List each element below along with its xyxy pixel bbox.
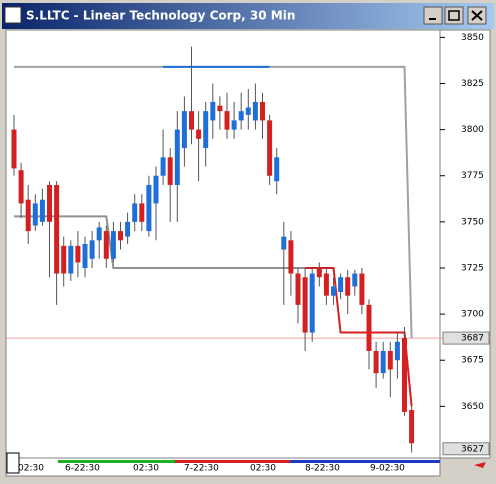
candle-body — [252, 101, 258, 121]
maximize-icon — [448, 10, 460, 21]
price-label-box — [442, 442, 490, 456]
session-bar — [58, 460, 175, 463]
candle-body — [366, 304, 372, 351]
candle-body — [224, 111, 230, 130]
candle-body — [153, 175, 159, 204]
candle-body — [118, 231, 123, 241]
minimize-button[interactable] — [423, 6, 443, 25]
candle-body — [11, 129, 17, 169]
candle-body — [96, 227, 102, 241]
x-tick-label: 9-02:30 — [370, 464, 405, 474]
candle-body — [210, 101, 216, 121]
x-tick-label: 6-22:30 — [65, 464, 100, 474]
candle-body — [68, 245, 74, 274]
candle-body — [316, 267, 322, 278]
x-tick-label: 02:30 — [250, 464, 276, 474]
candle-body — [331, 286, 336, 296]
close-icon — [471, 10, 483, 21]
candle-body — [373, 351, 379, 374]
candle-body — [61, 245, 67, 274]
y-tick-label: 3775 — [461, 171, 484, 181]
candle-body — [309, 273, 315, 333]
price-label: 3687 — [461, 334, 484, 344]
candle-body — [110, 231, 116, 259]
candle-body — [281, 236, 287, 250]
indicator-line — [14, 215, 306, 269]
candle-body — [231, 120, 237, 130]
candle-body — [203, 111, 209, 149]
app-icon — [4, 6, 22, 24]
candle-body — [82, 244, 88, 268]
candle-body — [338, 277, 344, 292]
candle-body — [274, 157, 280, 182]
scroll-box[interactable] — [6, 452, 20, 474]
candle-body — [181, 111, 187, 149]
candle-body — [387, 351, 393, 370]
candle-body — [32, 203, 38, 226]
session-bar — [175, 460, 290, 463]
maximize-button[interactable] — [444, 6, 464, 25]
y-tick-label: 3700 — [461, 310, 484, 320]
candle-body — [288, 240, 294, 274]
candle-body — [25, 199, 31, 232]
candle-body — [238, 111, 244, 121]
candle-body — [409, 410, 415, 444]
price-axis — [439, 29, 491, 459]
candle-body — [167, 157, 173, 185]
y-tick-label: 3850 — [461, 33, 484, 43]
price-label-box — [442, 331, 490, 345]
scroll-arrow[interactable] — [474, 462, 486, 468]
y-tick-label: 3750 — [461, 217, 484, 227]
candle-body — [89, 240, 95, 259]
candle-body — [160, 157, 166, 176]
candle-body — [380, 351, 386, 374]
candle-body — [146, 184, 152, 232]
candle-body — [359, 273, 365, 305]
indicator-line — [14, 65, 413, 339]
candle-body — [75, 245, 81, 263]
candle-body — [139, 203, 145, 222]
candle-body — [260, 101, 265, 121]
candle-body — [103, 231, 109, 259]
candle-body — [132, 203, 138, 222]
y-tick-label: 3800 — [461, 125, 484, 135]
candle-body — [245, 107, 251, 115]
candle-body — [217, 105, 223, 112]
candle-body — [402, 338, 407, 412]
candle-body — [196, 129, 202, 139]
candle-body — [39, 199, 45, 222]
candle-body — [394, 341, 400, 361]
candle-body — [267, 120, 273, 176]
candle-body — [125, 221, 131, 237]
candle-body — [323, 273, 329, 296]
x-tick-label: 7-22:30 — [184, 464, 219, 474]
price-label: 3627 — [461, 444, 484, 454]
y-tick-label: 3650 — [461, 402, 484, 412]
x-tick-label: 02:30 — [18, 464, 44, 474]
candle-body — [174, 129, 180, 185]
candle-body — [18, 170, 24, 204]
candle-body — [352, 273, 358, 287]
candle-body — [189, 111, 194, 130]
candle-body — [295, 273, 301, 305]
x-tick-label: 02:30 — [133, 464, 159, 474]
title-bar — [2, 3, 494, 29]
y-tick-label: 3675 — [461, 356, 484, 366]
candle-body — [47, 184, 52, 222]
x-tick-label: 8-22:30 — [305, 464, 340, 474]
candle-body — [345, 277, 351, 296]
y-tick-label: 3825 — [461, 79, 484, 89]
candle-body — [54, 184, 60, 274]
y-tick-label: 3725 — [461, 263, 484, 273]
window-title: S.LLTC - Linear Technology Corp, 30 Min — [26, 9, 295, 23]
session-bar — [290, 460, 440, 463]
candle-body — [302, 277, 308, 333]
